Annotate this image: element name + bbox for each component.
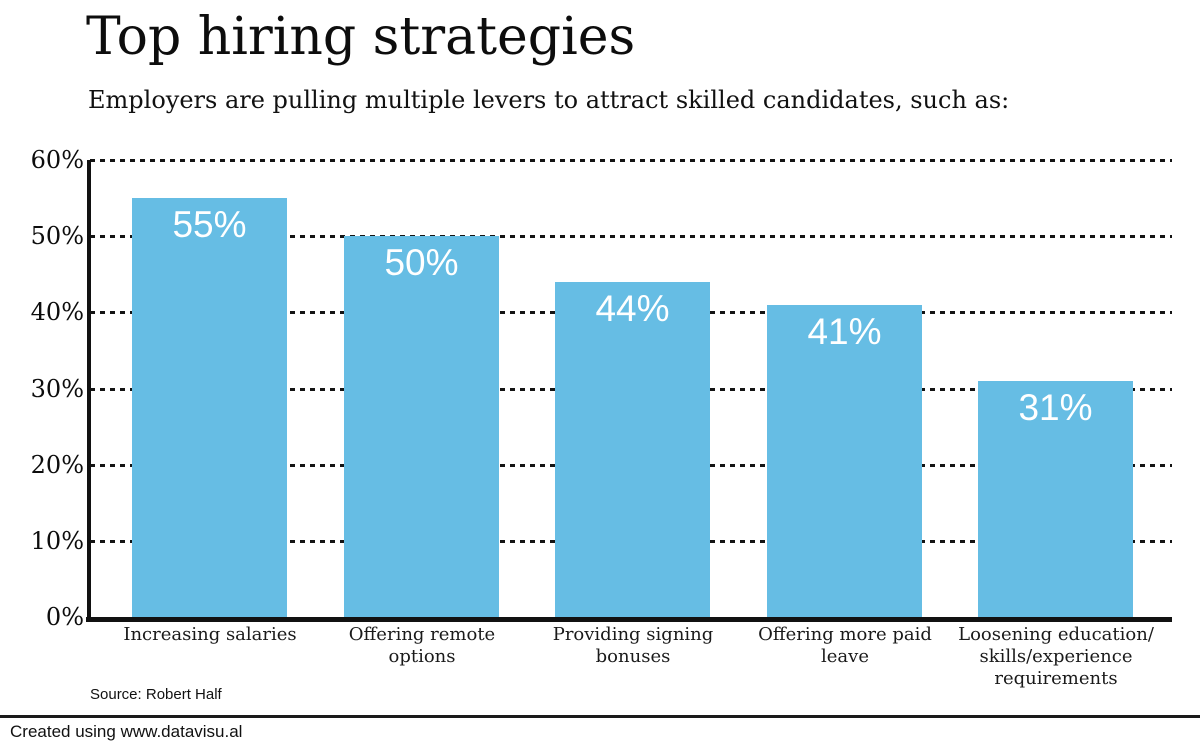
bar-value-label: 44% — [595, 288, 670, 329]
y-axis-tick-label: 20% — [30, 451, 84, 479]
y-axis-tick-label: 30% — [30, 375, 84, 403]
y-axis-tick-label: 60% — [30, 146, 84, 174]
footer-divider — [0, 715, 1200, 718]
x-axis-category-label: Providing signing bonuses — [552, 624, 714, 667]
bar-2: 50% — [344, 236, 499, 617]
bar-5: 31% — [978, 381, 1133, 617]
bar-value-label: 50% — [384, 242, 459, 283]
gridline-50% — [90, 235, 1172, 238]
x-axis-category-label: Loosening education/ skills/experience r… — [958, 624, 1154, 689]
y-axis-tick-label: 0% — [45, 603, 84, 631]
x-axis-category-label: Offering more paid leave — [758, 624, 932, 667]
bar-value-label: 31% — [1018, 387, 1093, 428]
bar-1: 55% — [132, 198, 287, 617]
x-axis-line — [86, 617, 1172, 622]
page-title: Top hiring strategies — [86, 7, 636, 67]
bar-value-label: 41% — [807, 311, 882, 352]
y-axis-tick-label: 10% — [30, 527, 84, 555]
y-axis-line — [87, 160, 91, 617]
footer-credit: Created using www.datavisu.al — [10, 722, 243, 741]
bar-value-label: 55% — [172, 204, 247, 245]
source-note: Source: Robert Half — [90, 686, 222, 703]
page-subtitle: Employers are pulling multiple levers to… — [88, 86, 1010, 114]
x-axis-category-label: Offering remote options — [348, 624, 496, 667]
y-axis-tick-label: 50% — [30, 222, 84, 250]
gridline-60% — [90, 159, 1172, 162]
x-axis-category-label: Increasing salaries — [123, 624, 297, 645]
bar-3: 44% — [555, 282, 710, 617]
plot-area: 55% 50% 44% 41% 31% — [86, 159, 1172, 622]
bar-4: 41% — [767, 305, 922, 617]
y-axis-tick-label: 40% — [30, 298, 84, 326]
